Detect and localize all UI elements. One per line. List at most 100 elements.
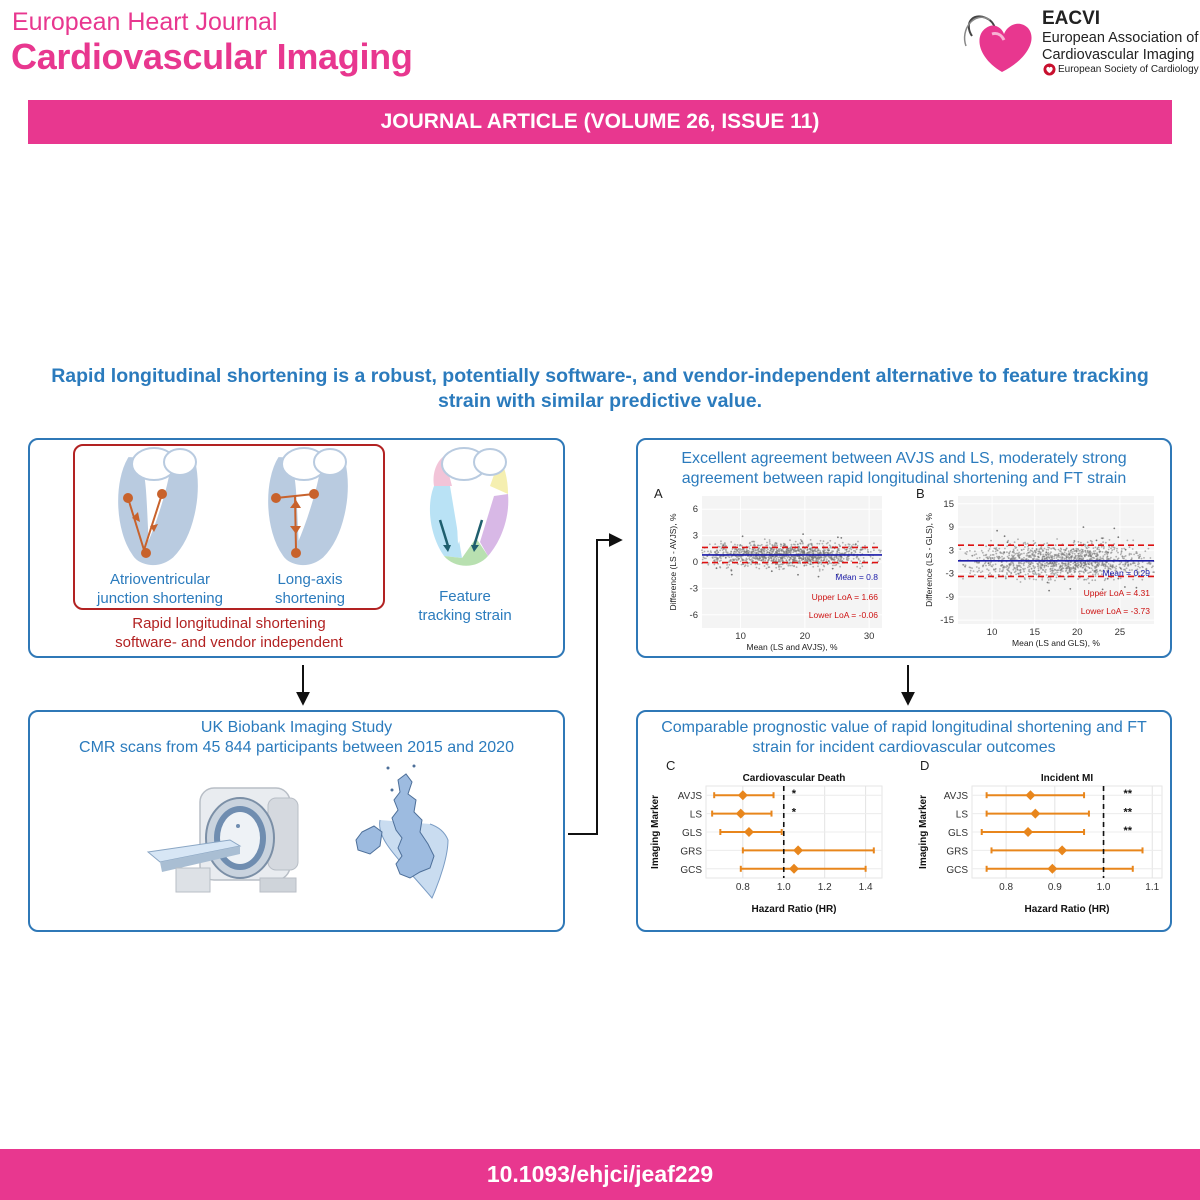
society-name-line1: European Association of [1042, 30, 1199, 46]
data-point [1094, 561, 1097, 564]
data-point [830, 562, 833, 565]
data-point [1128, 569, 1131, 571]
data-point [1045, 568, 1047, 571]
feature-tracking-label-line2: tracking strain [418, 607, 512, 624]
data-point [1026, 553, 1028, 555]
data-point [1080, 548, 1083, 551]
data-point [1034, 551, 1037, 554]
agreement-title-line1: Excellent agreement between AVJS and LS,… [681, 450, 1127, 467]
data-point [1007, 567, 1010, 570]
data-point [1117, 557, 1120, 560]
data-point [878, 549, 880, 551]
data-point [1078, 554, 1081, 557]
data-point [1110, 556, 1112, 559]
data-point [1048, 562, 1051, 565]
row-label: LS [690, 810, 703, 821]
data-point [1045, 564, 1048, 567]
data-point [1023, 556, 1025, 559]
data-point [1071, 552, 1074, 555]
data-point [975, 566, 978, 568]
data-point [994, 550, 997, 553]
hazard-ratio-marker [1030, 808, 1041, 819]
esc-label: European Society of Cardiology [1058, 64, 1199, 75]
data-point [741, 559, 744, 562]
data-point [976, 557, 979, 560]
hazard-ratio-marker [737, 790, 748, 801]
data-point [995, 552, 998, 555]
data-point [756, 558, 759, 560]
data-point [993, 558, 995, 561]
data-point [857, 540, 859, 543]
data-point [810, 542, 813, 545]
data-point [1059, 572, 1062, 574]
data-point [1049, 577, 1052, 579]
data-point [1070, 566, 1073, 569]
data-point [733, 550, 736, 553]
data-point [991, 557, 994, 559]
data-point [745, 557, 748, 560]
data-point [1010, 571, 1012, 574]
data-point [1080, 541, 1082, 544]
data-point [825, 556, 827, 558]
data-point [809, 551, 812, 554]
data-point [763, 565, 766, 567]
data-point [1043, 566, 1046, 569]
data-point [1110, 551, 1113, 554]
long-axis-label: Long-axis shortening [240, 570, 380, 608]
data-point [1070, 549, 1072, 552]
data-point [821, 568, 824, 571]
doi-footer[interactable]: 10.1093/ehjci/jeaf229 [0, 1149, 1200, 1200]
data-point [1032, 553, 1034, 556]
data-point [733, 559, 736, 561]
data-point [778, 566, 780, 568]
data-point [1053, 574, 1056, 576]
data-point [1084, 568, 1086, 571]
data-point [1049, 552, 1051, 555]
data-point [864, 544, 866, 547]
data-point [766, 551, 768, 554]
data-point [1101, 573, 1103, 575]
feature-tracking-label-line1: Feature [439, 588, 491, 605]
outlier-point [1095, 539, 1098, 542]
data-point [1019, 565, 1021, 568]
data-point [701, 551, 704, 554]
x-tick-label: 1.0 [777, 882, 791, 893]
data-point [1047, 553, 1050, 556]
data-point [980, 571, 982, 574]
data-point [1001, 555, 1003, 558]
data-point [1036, 565, 1039, 568]
data-point [1144, 550, 1147, 553]
data-point [1094, 550, 1097, 552]
data-point [1084, 555, 1086, 558]
data-point [779, 563, 782, 566]
forest-plot-d: 0.8 0.9 1.0 1.1 AVJS ** LS ** GLS ** GRS GCS Inciden… [918, 758, 1163, 915]
data-point [803, 564, 806, 567]
data-point [748, 542, 751, 545]
data-point [984, 561, 987, 564]
data-point [735, 559, 738, 562]
data-point [701, 549, 703, 552]
data-point [988, 548, 991, 550]
data-point [1031, 558, 1034, 560]
data-point [764, 559, 767, 562]
data-point [1056, 569, 1059, 572]
outlier-point [771, 555, 774, 558]
data-point [867, 550, 869, 553]
data-point [1088, 566, 1091, 569]
data-point [1012, 568, 1015, 571]
data-point [815, 557, 818, 560]
data-point [1107, 563, 1110, 565]
data-point [1077, 556, 1079, 559]
data-point [998, 574, 1000, 576]
outlier-point [730, 569, 733, 572]
data-point [1063, 551, 1066, 554]
row-label: GCS [946, 865, 968, 876]
data-point [1032, 551, 1035, 554]
y-axis-label: Imaging Marker [650, 795, 661, 869]
long-axis-label-line2: shortening [274, 590, 346, 607]
data-point [1090, 567, 1093, 570]
data-point [1038, 551, 1041, 553]
outlier-point [1117, 577, 1120, 580]
data-point [1110, 547, 1112, 550]
data-point [836, 548, 839, 551]
